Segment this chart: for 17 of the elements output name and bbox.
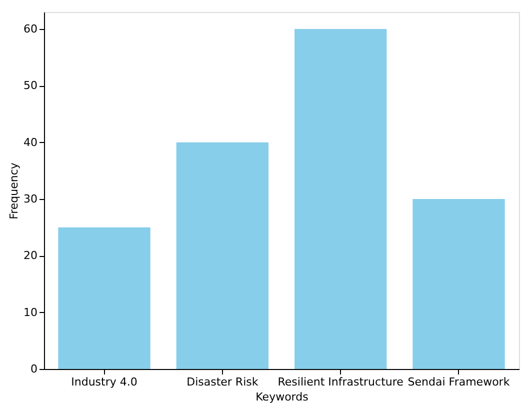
- y-tick-label: 10: [24, 306, 38, 319]
- y-tick-label: 60: [24, 22, 38, 36]
- y-tick-label: 0: [30, 362, 38, 376]
- x-axis-title: Keywords: [256, 390, 309, 404]
- y-tick-label: 30: [24, 192, 38, 206]
- y-tick-label: 50: [24, 79, 38, 92]
- y-axis-title: Frequency: [8, 162, 21, 220]
- y-tick-label: 20: [24, 249, 38, 262]
- x-tick-label: Disaster Risk: [186, 376, 259, 388]
- x-tick-label: Sendai Framework: [408, 376, 510, 388]
- y-tick-label: 40: [24, 136, 38, 149]
- bar: [58, 227, 150, 369]
- x-tick-label: Industry 4.0: [71, 376, 138, 388]
- bar: [412, 199, 505, 369]
- bar: [294, 29, 387, 369]
- x-tick-label: Resilient Infrastructure: [278, 376, 404, 388]
- bar: [176, 142, 268, 369]
